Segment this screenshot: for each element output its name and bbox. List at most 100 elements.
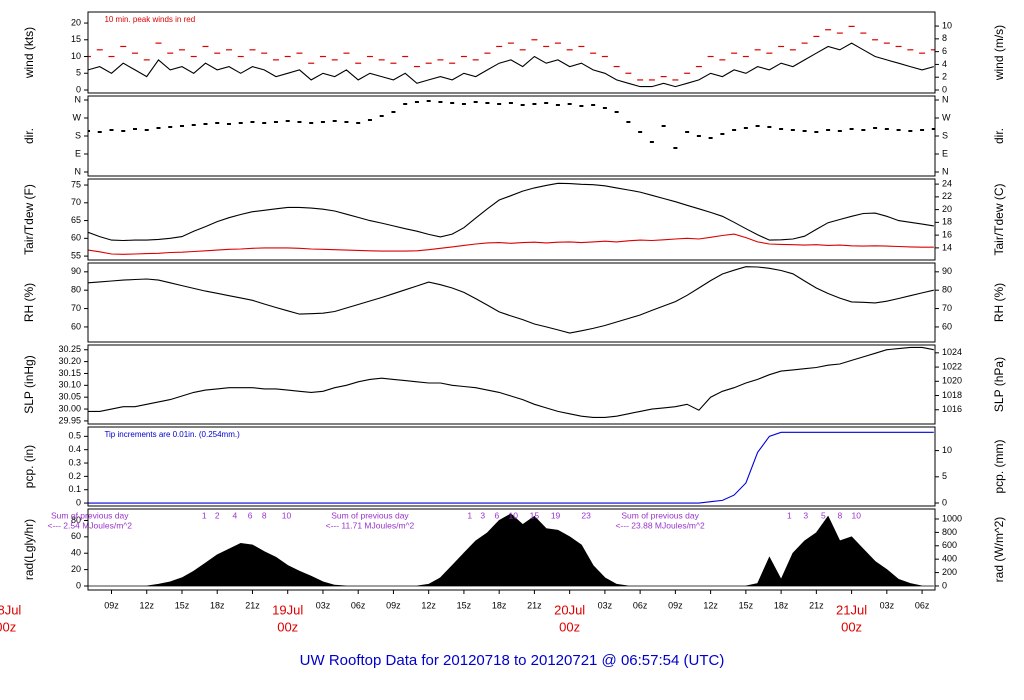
x-date-hour: 00z [841, 619, 862, 634]
y2-tick-label: W [942, 112, 951, 122]
dir-point [673, 147, 678, 149]
dir-point [602, 107, 607, 109]
y-tick-label: N [75, 166, 82, 176]
y-axis-label: pcp. (in) [22, 445, 36, 488]
dir-point [450, 102, 455, 104]
y-axis-label: dir. [22, 128, 36, 144]
y2-axis-label: pcp. (mm) [992, 439, 1006, 493]
x-date-hour: 00z [0, 619, 16, 634]
x-tick-label: 21z [527, 600, 542, 610]
y2-tick-label: 24 [942, 178, 952, 188]
dir-point [696, 135, 701, 137]
dir-point [614, 111, 619, 113]
y-tick-label: 29.95 [58, 415, 81, 425]
line [88, 182, 934, 242]
dir-point [132, 128, 137, 130]
dir-point [297, 121, 302, 123]
plot-area [88, 346, 934, 418]
dir-point [414, 101, 419, 103]
y-tick-label: 80 [71, 285, 81, 295]
y2-tick-label: 16 [942, 230, 952, 240]
dir-point [121, 130, 126, 132]
dir-point [426, 100, 431, 102]
panel-frame [87, 508, 936, 591]
dir-point [861, 129, 866, 131]
line [88, 42, 934, 88]
panel-frame [87, 11, 936, 94]
plot-area [88, 100, 935, 149]
y2-tick-label: 400 [942, 554, 957, 564]
annotation: 10 min. peak winds in red [104, 15, 195, 24]
hour-mark: 1 [787, 510, 792, 520]
dir-point [802, 130, 807, 132]
dir-point [638, 131, 643, 133]
x-tick-label: 03z [316, 600, 331, 610]
y2-tick-label: 18 [942, 217, 952, 227]
dir-point [379, 115, 384, 117]
y2-tick-label: 5 [942, 471, 947, 481]
y2-tick-label: 90 [942, 266, 952, 276]
dir-point [920, 129, 925, 131]
hour-mark: 1 [467, 510, 472, 520]
dir-point [88, 130, 90, 132]
panel: 60 70 80 90 60 70 80 90 RH (%) RH (%) [22, 262, 1006, 343]
y2-tick-label: 80 [942, 285, 952, 295]
y-tick-label: 5 [76, 68, 81, 78]
y-tick-label: 55 [71, 250, 81, 260]
hour-mark: 10 [509, 510, 519, 520]
panel-frame [87, 426, 936, 507]
y-tick-label: 80 [71, 515, 81, 525]
y-tick-label: 30.00 [58, 403, 81, 413]
x-tick-label: 12z [703, 600, 718, 610]
hour-mark: 6 [494, 510, 499, 520]
daily-sum-text: <--- 2.54 MJoules/m^2 [47, 520, 132, 530]
dir-point [97, 131, 102, 133]
x-date-label: 20Jul [554, 602, 585, 617]
dir-point [508, 102, 513, 104]
dir-point [203, 123, 208, 125]
hour-mark: 4 [232, 510, 237, 520]
dir-point [403, 103, 408, 105]
y2-tick-label: 8 [942, 33, 947, 43]
hour-mark: 8 [262, 510, 267, 520]
y-tick-label: 20 [71, 564, 81, 574]
y-tick-label: 0 [76, 84, 81, 94]
y-tick-label: 60 [71, 321, 81, 331]
y2-tick-label: 600 [942, 540, 957, 550]
hour-mark: 8 [837, 510, 842, 520]
y-tick-label: N [75, 94, 82, 104]
hour-mark: 2 [215, 510, 220, 520]
hour-mark: 10 [852, 510, 862, 520]
y-tick-label: 0.2 [68, 471, 81, 481]
y2-axis-label: wind (m/s) [992, 25, 1006, 81]
x-tick-label: 09z [668, 600, 683, 610]
dir-point [144, 129, 149, 131]
dir-point [732, 129, 737, 131]
y-tick-label: 15 [71, 34, 81, 44]
y2-tick-label: N [942, 94, 949, 104]
x-tick-label: 18z [210, 600, 225, 610]
x-tick-label: 03z [598, 600, 613, 610]
y2-tick-label: 10 [942, 20, 952, 30]
dir-point [708, 137, 713, 139]
hour-mark: 6 [248, 510, 253, 520]
dir-point [485, 102, 490, 104]
y2-tick-label: 6 [942, 46, 947, 56]
y-tick-label: 0 [76, 580, 81, 590]
y-tick-label: 60 [71, 531, 81, 541]
x-tick-label: 06z [633, 600, 648, 610]
dir-point [567, 103, 572, 105]
dir-point [497, 103, 502, 105]
line [88, 346, 934, 418]
hour-mark: 1 [202, 510, 207, 520]
x-tick-label: 12z [421, 600, 436, 610]
y-tick-label: 70 [71, 303, 81, 313]
dir-point [837, 130, 842, 132]
dir-point [579, 105, 584, 107]
dir-point [661, 125, 666, 127]
dir-point [544, 102, 549, 104]
x-date-label: 19Jul [272, 602, 303, 617]
dir-point [896, 129, 901, 131]
y2-axis-label: rad (W/m^2) [992, 517, 1006, 583]
y-tick-label: 30.15 [58, 368, 81, 378]
